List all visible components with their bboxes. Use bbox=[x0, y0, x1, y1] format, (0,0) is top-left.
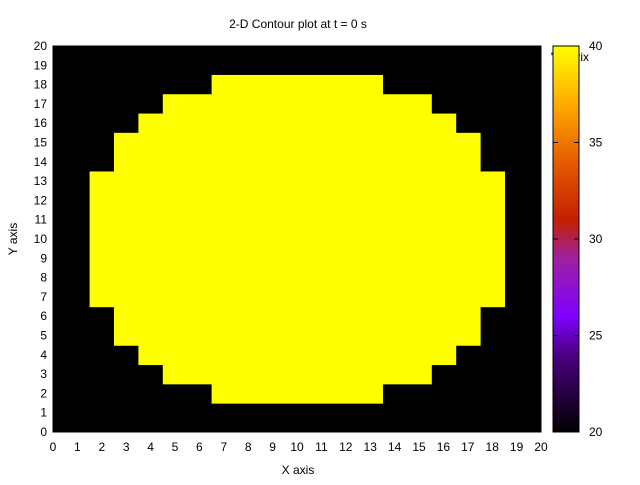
x-tick-label: 0 bbox=[50, 440, 57, 454]
x-tick-label: 8 bbox=[245, 440, 252, 454]
x-tick-label: 14 bbox=[388, 440, 402, 454]
y-tick-label: 4 bbox=[40, 348, 47, 362]
chart-title: 2-D Contour plot at t = 0 s bbox=[229, 17, 367, 31]
y-tick-label: 14 bbox=[34, 155, 48, 169]
y-tick-label: 17 bbox=[34, 97, 48, 111]
heatmap-row-15 bbox=[114, 132, 481, 153]
x-tick-label: 19 bbox=[510, 440, 524, 454]
heatmap-row-16 bbox=[138, 113, 457, 134]
heatmap-row-10 bbox=[89, 229, 505, 250]
heatmap-row-9 bbox=[89, 248, 505, 269]
y-tick-label: 20 bbox=[34, 39, 48, 53]
x-tick-label: 15 bbox=[412, 440, 426, 454]
x-tick-label: 11 bbox=[315, 440, 328, 454]
y-tick-label: 0 bbox=[40, 425, 47, 439]
y-tick-label: 7 bbox=[40, 290, 47, 304]
y-tick-label: 10 bbox=[34, 232, 48, 246]
y-tick-label: 9 bbox=[40, 251, 47, 265]
heatmap-row-5 bbox=[114, 325, 481, 346]
colorbar-tick-label: 20 bbox=[589, 425, 603, 439]
x-tick-label: 12 bbox=[339, 440, 353, 454]
heatmap-row-12 bbox=[89, 190, 505, 211]
y-tick-label: 1 bbox=[40, 406, 47, 420]
x-tick-label: 5 bbox=[172, 440, 179, 454]
heatmap-row-4 bbox=[138, 345, 457, 366]
x-tick-label: 10 bbox=[290, 440, 304, 454]
x-tick-label: 9 bbox=[269, 440, 276, 454]
x-tick-label: 13 bbox=[364, 440, 378, 454]
heatmap-row-2 bbox=[211, 383, 383, 404]
y-tick-label: 19 bbox=[34, 58, 48, 72]
y-tick-label: 16 bbox=[34, 116, 48, 130]
x-tick-label: 4 bbox=[147, 440, 154, 454]
colorbar-tick-label: 30 bbox=[589, 232, 603, 246]
colorbar-tick-label: 35 bbox=[589, 136, 603, 150]
y-tick-label: 15 bbox=[34, 136, 48, 150]
x-tick-label: 1 bbox=[74, 440, 81, 454]
heatmap-row-13 bbox=[89, 171, 505, 192]
heatmap-row-11 bbox=[89, 210, 505, 230]
colorbar-tick-label: 25 bbox=[589, 329, 603, 343]
x-tick-label: 3 bbox=[123, 440, 130, 454]
y-tick-label: 3 bbox=[40, 367, 47, 381]
y-tick-label: 2 bbox=[40, 386, 47, 400]
y-tick-label: 12 bbox=[34, 193, 48, 207]
x-tick-label: 16 bbox=[437, 440, 451, 454]
axes: 0 1 2 3 4 5 6 7 8 9 10 11 12 13 14 15 16 17 18 19 2001234567… bbox=[34, 39, 548, 454]
x-tick-label: 6 bbox=[196, 440, 203, 454]
x-axis-label: X axis bbox=[282, 463, 315, 477]
heatmap-row-7 bbox=[89, 287, 505, 308]
heatmap-row-3 bbox=[162, 364, 432, 385]
y-axis-label: Y axis bbox=[6, 223, 20, 255]
x-tick-label: 20 bbox=[534, 440, 548, 454]
x-tick-label: 18 bbox=[486, 440, 500, 454]
x-tick-label: 7 bbox=[220, 440, 227, 454]
x-tick-label: 2 bbox=[98, 440, 105, 454]
x-tick-label: 17 bbox=[461, 440, 475, 454]
heatmap-row-8 bbox=[89, 267, 505, 288]
y-tick-label: 5 bbox=[40, 329, 47, 343]
heatmap-row-14 bbox=[114, 152, 481, 173]
heatmap-row-18 bbox=[211, 74, 383, 95]
colorbar: 20 25 30 35 40 bbox=[552, 39, 603, 439]
y-tick-label: 8 bbox=[40, 271, 47, 285]
y-tick-label: 13 bbox=[34, 174, 48, 188]
plot-area bbox=[53, 46, 541, 432]
y-tick-label: 6 bbox=[40, 309, 47, 323]
colorbar-tick-label: 40 bbox=[589, 39, 603, 53]
y-tick-label: 18 bbox=[34, 78, 48, 92]
heatmap-row-17 bbox=[162, 94, 432, 115]
heatmap-row-6 bbox=[114, 306, 481, 327]
y-tick-label: 11 bbox=[35, 213, 48, 227]
